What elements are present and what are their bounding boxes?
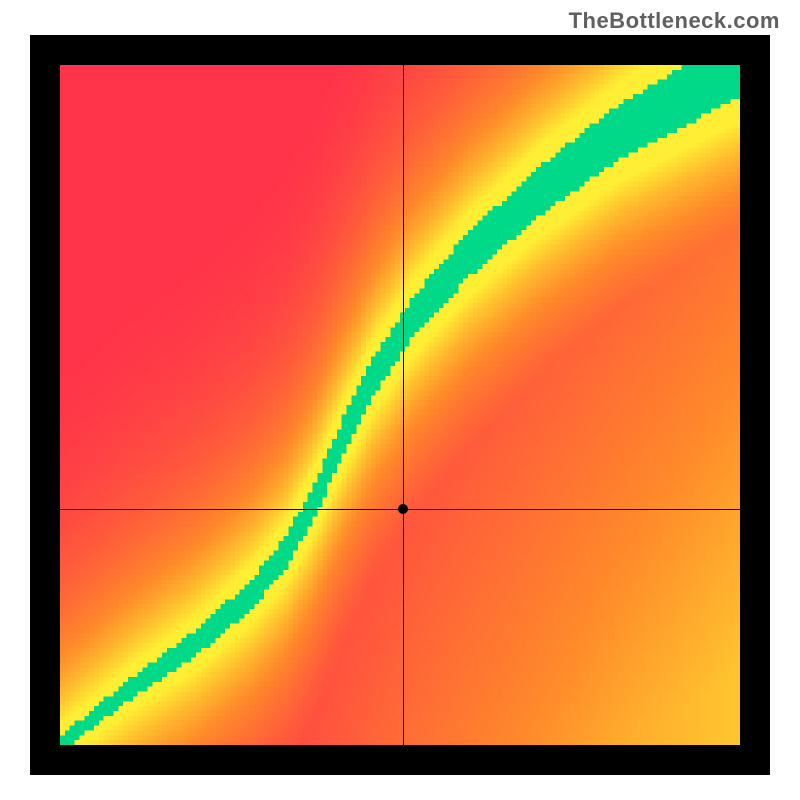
crosshair-vertical	[403, 65, 404, 745]
heatmap-plot	[60, 65, 740, 745]
page-root: TheBottleneck.com	[0, 0, 800, 800]
heatmap-canvas	[60, 65, 740, 745]
watermark-text: TheBottleneck.com	[569, 8, 780, 34]
data-point-marker	[398, 504, 408, 514]
